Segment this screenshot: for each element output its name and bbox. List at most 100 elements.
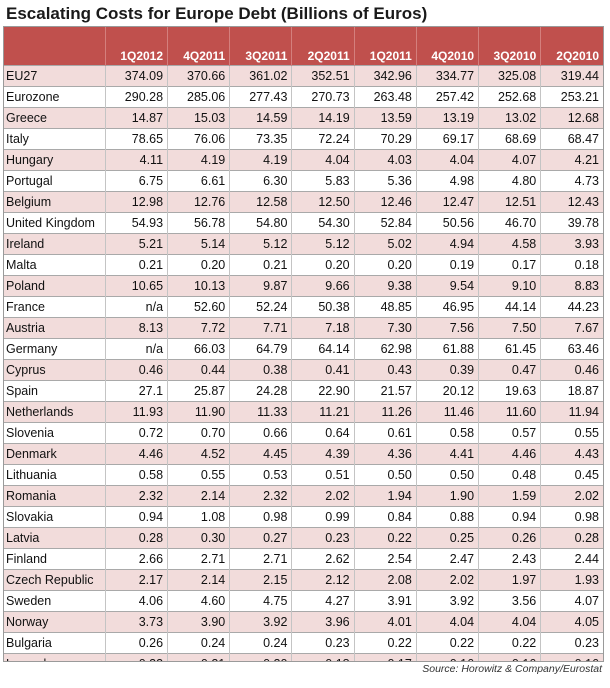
header-cell-period: 1Q2012 [105,27,169,66]
value-cell: 4.98 [416,170,480,192]
value-cell: 5.12 [291,233,355,255]
value-cell: 0.22 [354,632,417,654]
value-cell: 0.98 [540,506,603,528]
value-cell: 4.52 [167,443,231,465]
value-cell: 4.04 [416,611,480,633]
value-cell: 2.32 [229,485,293,507]
value-cell: 52.60 [167,296,231,318]
value-cell: 52.24 [229,296,293,318]
value-cell: 0.45 [540,464,603,486]
value-cell: 61.88 [416,338,480,360]
value-cell: 4.80 [478,170,542,192]
value-cell: 0.22 [416,632,480,654]
value-cell: 61.45 [478,338,542,360]
country-cell: Malta [4,254,106,276]
country-cell: Austria [4,317,106,339]
country-cell: Czech Republic [4,569,106,591]
value-cell: 10.13 [167,275,231,297]
header-cell-period: 4Q2011 [167,27,231,66]
value-cell: 11.26 [354,401,417,423]
table-row: Portugal 6.75 6.61 6.30 5.83 5.36 4.98 4.80 4.73 [4,170,603,192]
value-cell: 22.90 [291,380,355,402]
value-cell: 0.25 [416,527,480,549]
value-cell: 3.91 [354,590,417,612]
value-cell: 50.56 [416,212,480,234]
value-cell: 0.16 [540,653,603,661]
value-cell: 66.03 [167,338,231,360]
value-cell: 3.56 [478,590,542,612]
value-cell: 0.46 [105,359,169,381]
value-cell: 9.38 [354,275,417,297]
table-row: Malta 0.21 0.20 0.21 0.20 0.20 0.19 0.17 0.18 [4,254,603,276]
debt-table-frame: 1Q2012 4Q2011 3Q2011 2Q2011 1Q2011 4Q2010 3Q20… [3,26,604,662]
value-cell: 2.15 [229,569,293,591]
table-row: Latvia 0.28 0.30 0.27 0.23 0.22 0.25 0.26 0.28 [4,527,603,549]
value-cell: 9.66 [291,275,355,297]
value-cell: 27.1 [105,380,169,402]
value-cell: 4.06 [105,590,169,612]
value-cell: 0.41 [291,359,355,381]
value-cell: 25.87 [167,380,231,402]
value-cell: 0.23 [540,632,603,654]
value-cell: 11.60 [478,401,542,423]
value-cell: 252.68 [478,86,542,108]
value-cell: 0.61 [354,422,417,444]
header-cell-period: 3Q2011 [229,27,293,66]
value-cell: 4.04 [478,611,542,633]
value-cell: 63.46 [540,338,603,360]
value-cell: 78.65 [105,128,169,150]
value-cell: 12.50 [291,191,355,213]
value-cell: 0.46 [540,359,603,381]
value-cell: 4.11 [105,149,169,171]
value-cell: 0.17 [478,254,542,276]
country-cell: Sweden [4,590,106,612]
value-cell: 7.30 [354,317,417,339]
value-cell: 0.28 [540,527,603,549]
value-cell: 0.21 [105,254,169,276]
table-row: Slovenia 0.72 0.70 0.66 0.64 0.61 0.58 0.57 0.55 [4,422,603,444]
value-cell: 46.70 [478,212,542,234]
table-row: Norway 3.73 3.90 3.92 3.96 4.01 4.04 4.04 4.05 [4,611,603,633]
value-cell: 374.09 [105,65,169,87]
table-row: Romania 2.32 2.14 2.32 2.02 1.94 1.90 1.59 2.02 [4,485,603,507]
table-row: Greece 14.87 15.03 14.59 14.19 13.59 13.19 13.0… [4,107,603,129]
value-cell: 285.06 [167,86,231,108]
value-cell: 0.55 [540,422,603,444]
value-cell: 0.50 [416,464,480,486]
value-cell: 68.47 [540,128,603,150]
table-row: Bulgaria 0.26 0.24 0.24 0.23 0.22 0.22 0.22 0.23 [4,632,603,654]
country-cell: Cyprus [4,359,106,381]
value-cell: 253.21 [540,86,603,108]
value-cell: 69.17 [416,128,480,150]
country-cell: United Kingdom [4,212,106,234]
value-cell: 72.24 [291,128,355,150]
table-row: France n/a 52.60 52.24 50.38 48.85 46.95 44.14 4… [4,296,603,318]
value-cell: 4.94 [416,233,480,255]
value-cell: 4.46 [105,443,169,465]
value-cell: 4.19 [167,149,231,171]
value-cell: 2.02 [540,485,603,507]
value-cell: 19.63 [478,380,542,402]
value-cell: 0.20 [167,254,231,276]
value-cell: 0.21 [229,254,293,276]
value-cell: 4.19 [229,149,293,171]
country-cell: Romania [4,485,106,507]
value-cell: 0.66 [229,422,293,444]
value-cell: 7.18 [291,317,355,339]
value-cell: 5.02 [354,233,417,255]
value-cell: 0.98 [229,506,293,528]
value-cell: 0.94 [478,506,542,528]
value-cell: 11.46 [416,401,480,423]
value-cell: 0.20 [291,254,355,276]
value-cell: 263.48 [354,86,417,108]
value-cell: 6.30 [229,170,293,192]
value-cell: 0.18 [540,254,603,276]
country-cell: Belgium [4,191,106,213]
header-cell-period: 1Q2011 [354,27,417,66]
value-cell: 0.26 [478,527,542,549]
value-cell: 0.58 [416,422,480,444]
value-cell: 4.07 [540,590,603,612]
value-cell: 64.79 [229,338,293,360]
header-cell-country [4,27,106,66]
value-cell: 0.30 [167,527,231,549]
